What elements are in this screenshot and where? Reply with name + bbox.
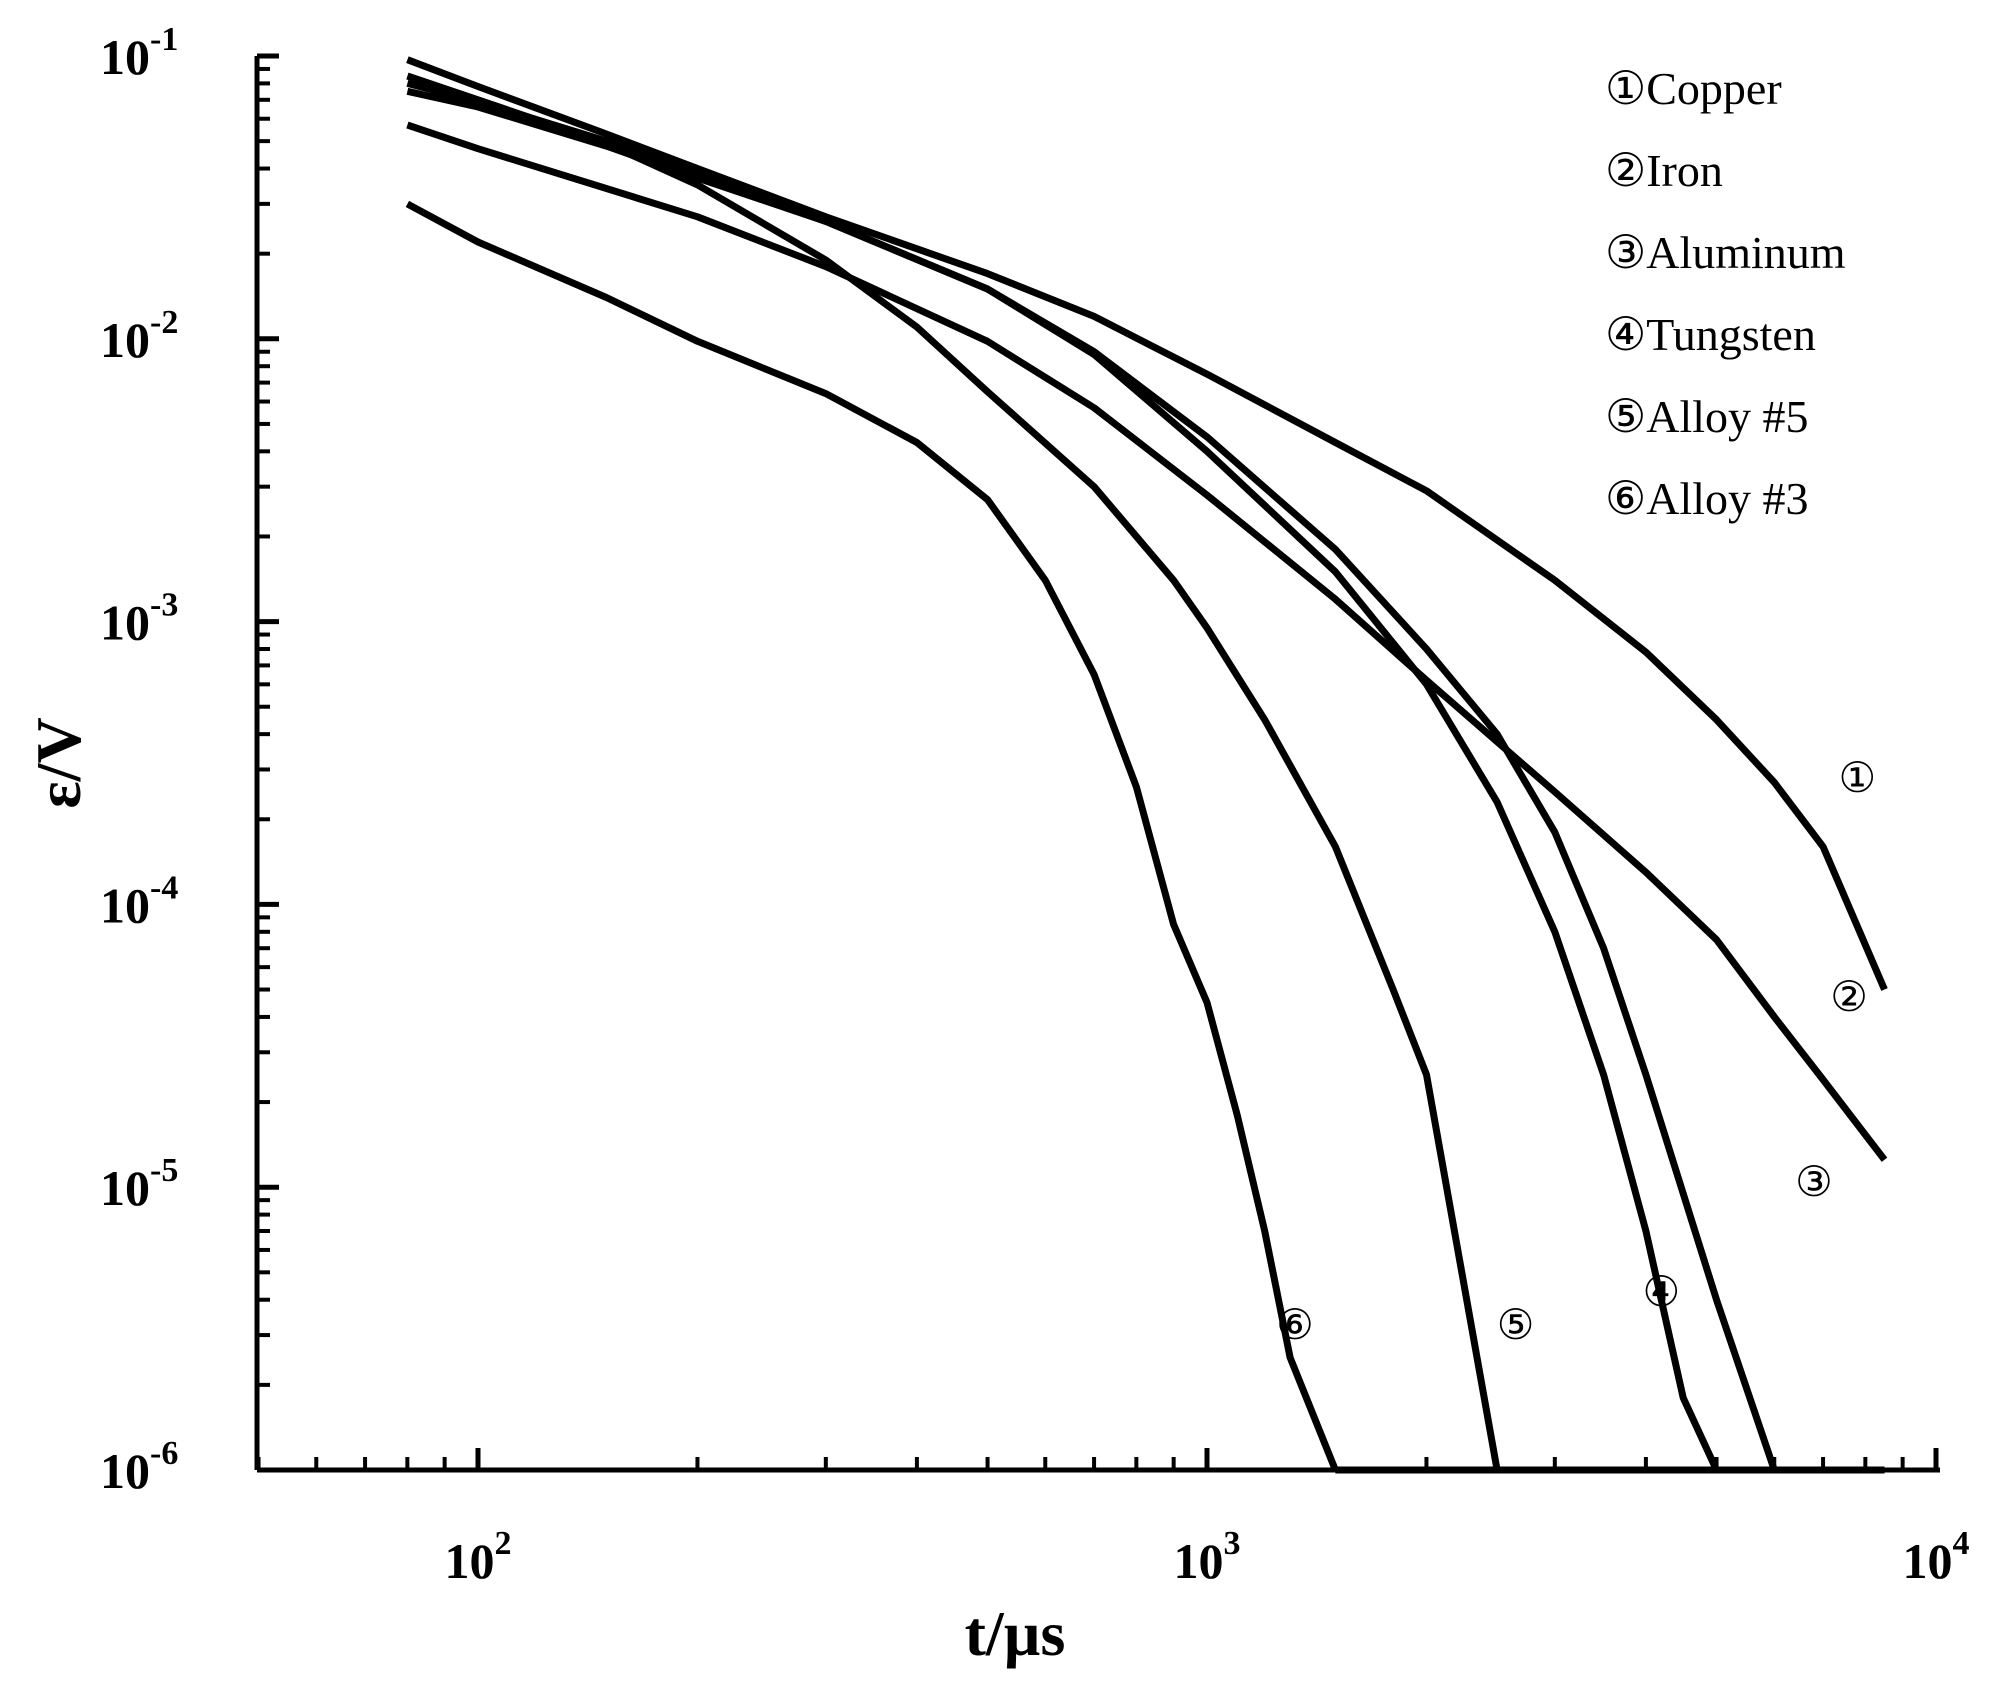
series-layer	[405, 56, 1888, 1474]
curve-marker: ②	[1830, 972, 1868, 1021]
y-tick-label: 10-5	[100, 1152, 178, 1216]
series-line-tungsten	[406, 80, 1720, 1472]
y-tick-label: 10-6	[100, 1435, 178, 1499]
legend-item: ①Copper	[1605, 63, 1782, 114]
series-line-iron	[406, 121, 1888, 1162]
y-tick-label: 10-1	[100, 21, 178, 85]
series-line-alloy-3	[405, 200, 1339, 1472]
series-line-alloy-5	[406, 72, 1501, 1471]
legend-item: ⑤Alloy #5	[1605, 391, 1809, 442]
series-line-copper	[406, 56, 1888, 991]
y-ticks: 10-1 10-2 10-3 10-4 10-5 10-6	[100, 21, 279, 1499]
legend: ①Copper ②Iron ③Aluminum ④Tungsten ⑤Alloy #5 ⑥…	[1605, 63, 1846, 524]
curve-marker: ③	[1795, 1157, 1833, 1206]
y-tick-label: 10-3	[100, 587, 178, 651]
x-tick-label: 102	[445, 1525, 512, 1589]
curve-marker: ①	[1839, 753, 1877, 802]
y-axis-title: ε/V	[23, 717, 94, 808]
x-tick-label: 103	[1174, 1525, 1241, 1589]
legend-item: ③Aluminum	[1605, 227, 1846, 278]
curve-marker: ⑤	[1497, 1300, 1535, 1349]
y-tick-label: 10-4	[100, 869, 178, 933]
legend-item: ④Tungsten	[1605, 309, 1816, 360]
x-tick-label: 104	[1903, 1525, 1970, 1589]
x-ticks: 102 103 104	[256, 1448, 1970, 1589]
curve-labels: ① ② ③ ④ ⑤ ⑥	[1276, 753, 1876, 1349]
legend-item: ②Iron	[1605, 145, 1723, 196]
curve-marker: ④	[1643, 1267, 1681, 1316]
y-tick-label: 10-2	[100, 304, 178, 368]
legend-item: ⑥Alloy #3	[1605, 473, 1809, 524]
axes: 102 103 104 10-1 10-2 10-3 10-4 10-5 10-6	[100, 21, 1970, 1589]
curve-marker: ⑥	[1276, 1300, 1314, 1349]
x-axis-title: t/µs	[965, 1598, 1066, 1669]
